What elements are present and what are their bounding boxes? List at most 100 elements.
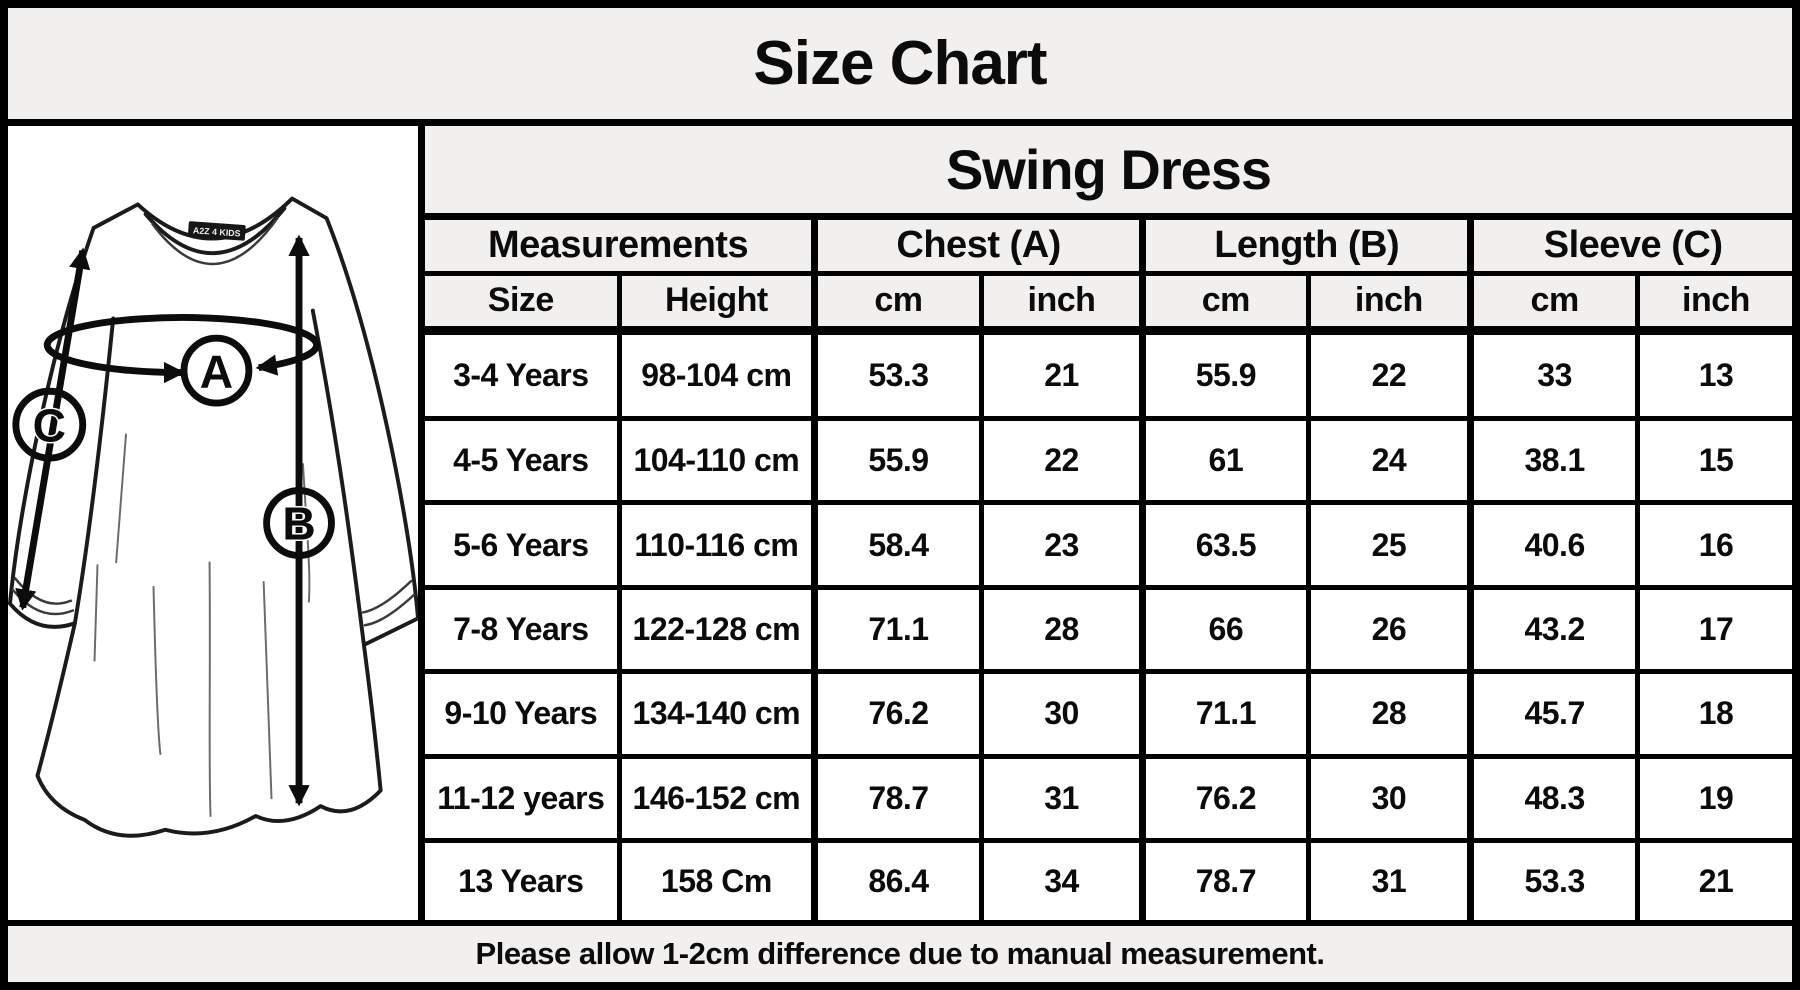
value-cell: 58.4 <box>811 500 984 590</box>
value-cell: 104-110 cm <box>616 415 818 506</box>
right-sleeve-inner-seam <box>310 308 366 647</box>
value-cell: 34 <box>978 838 1146 920</box>
size-cell: 3-4 Years <box>425 327 622 421</box>
col-header-chest-cm: cm <box>811 270 984 335</box>
table-row: 11-12 years 146-152 cm 78.7 31 76.2 30 48.3 19 <box>425 753 1792 844</box>
size-cell: 5-6 Years <box>425 500 622 590</box>
table-row: 9-10 Years 134-140 cm 76.2 30 71.1 28 45.7 18 <box>425 669 1792 759</box>
size-table-body: 3-4 Years 98-104 cm 53.3 21 55.9 22 33 13 4-5 Ye… <box>425 327 1792 920</box>
value-cell: 71.1 <box>811 584 984 675</box>
col-header-length-inch: inch <box>1305 270 1474 335</box>
product-name: Swing Dress <box>425 126 1792 220</box>
value-cell: 18 <box>1634 669 1792 759</box>
value-cell: 17 <box>1634 584 1792 675</box>
right-cuff-lines <box>361 579 416 627</box>
value-cell: 55.9 <box>811 415 984 506</box>
value-cell: 23 <box>978 500 1146 590</box>
value-cell: 30 <box>1305 753 1474 844</box>
value-cell: 134-140 cm <box>616 669 818 759</box>
value-cell: 63.5 <box>1139 500 1311 590</box>
value-cell: 48.3 <box>1467 753 1640 844</box>
length-label: B <box>282 498 315 550</box>
size-table-container: Swing Dress Measurements Chest (A) Lengt… <box>425 126 1792 920</box>
value-cell: 98-104 cm <box>616 327 818 421</box>
size-cell: 4-5 Years <box>425 415 622 506</box>
value-cell: 45.7 <box>1467 669 1640 759</box>
table-row: 5-6 Years 110-116 cm 58.4 23 63.5 25 40.6 16 <box>425 500 1792 590</box>
value-cell: 43.2 <box>1467 584 1640 675</box>
page-title: Size Chart <box>753 29 1047 98</box>
value-cell: 146-152 cm <box>616 753 818 844</box>
table-row: 7-8 Years 122-128 cm 71.1 28 66 26 43.2 17 <box>425 584 1792 675</box>
value-cell: 28 <box>1305 669 1474 759</box>
value-cell: 40.6 <box>1467 500 1640 590</box>
value-cell: 38.1 <box>1467 415 1640 506</box>
value-cell: 19 <box>1634 753 1792 844</box>
size-cell: 13 Years <box>425 838 622 920</box>
value-cell: 28 <box>978 584 1146 675</box>
value-cell: 55.9 <box>1139 327 1311 421</box>
footer-bar: Please allow 1-2cm difference due to man… <box>8 920 1792 982</box>
col-header-sleeve-inch: inch <box>1634 270 1792 335</box>
column-header-row: Size Height cm inch cm inch cm inch <box>425 270 1792 335</box>
value-cell: 61 <box>1139 415 1311 506</box>
value-cell: 86.4 <box>811 838 984 920</box>
neck-tag-shape <box>187 221 246 241</box>
measurement-note: Please allow 1-2cm difference due to man… <box>475 936 1325 971</box>
col-header-sleeve-cm: cm <box>1467 270 1640 335</box>
value-cell: 53.3 <box>811 327 984 421</box>
group-header-sleeve: Sleeve (C) <box>1467 213 1792 276</box>
value-cell: 76.2 <box>1139 753 1311 844</box>
value-cell: 66 <box>1139 584 1311 675</box>
dress-silhouette <box>8 196 418 838</box>
value-cell: 16 <box>1634 500 1792 590</box>
dress-measurement-diagram: A2Z 4 KIDS A B C <box>8 196 418 838</box>
value-cell: 24 <box>1305 415 1474 506</box>
column-group-row: Measurements Chest (A) Length (B) Sleeve… <box>425 213 1792 276</box>
value-cell: 122-128 cm <box>616 584 818 675</box>
skirt-fold-lines <box>93 433 311 817</box>
value-cell: 13 <box>1634 327 1792 421</box>
table-row: 4-5 Years 104-110 cm 55.9 22 61 24 38.1 15 <box>425 415 1792 506</box>
col-header-chest-inch: inch <box>978 270 1146 335</box>
value-cell: 21 <box>978 327 1146 421</box>
brand-tag-text: A2Z 4 KIDS <box>193 225 241 238</box>
collar-inner-line <box>143 206 287 256</box>
main-area: A2Z 4 KIDS A B C <box>8 126 1792 920</box>
value-cell: 31 <box>1305 838 1474 920</box>
size-cell: 7-8 Years <box>425 584 622 675</box>
size-cell: 11-12 years <box>425 753 622 844</box>
group-header-chest: Chest (A) <box>811 213 1146 276</box>
table-row: 3-4 Years 98-104 cm 53.3 21 55.9 22 33 13 <box>425 327 1792 421</box>
title-bar: Size Chart <box>8 8 1792 126</box>
table-row: 13 Years 158 Cm 86.4 34 78.7 31 53.3 21 <box>425 838 1792 920</box>
group-header-length: Length (B) <box>1139 213 1474 276</box>
sleeve-label: C <box>33 399 66 451</box>
col-header-size: Size <box>425 270 622 335</box>
value-cell: 22 <box>978 415 1146 506</box>
value-cell: 33 <box>1467 327 1640 421</box>
value-cell: 78.7 <box>1139 838 1311 920</box>
value-cell: 25 <box>1305 500 1474 590</box>
sleeve-arrow <box>15 247 91 611</box>
sleeve-label-circle <box>12 387 87 462</box>
value-cell: 30 <box>978 669 1146 759</box>
collar-band-line <box>151 216 279 266</box>
dress-diagram-panel: A2Z 4 KIDS A B C <box>8 126 425 920</box>
value-cell: 78.7 <box>811 753 984 844</box>
value-cell: 31 <box>978 753 1146 844</box>
value-cell: 71.1 <box>1139 669 1311 759</box>
length-label-circle <box>263 487 335 559</box>
value-cell: 53.3 <box>1467 838 1640 920</box>
product-header-row: Swing Dress <box>425 126 1792 220</box>
value-cell: 26 <box>1305 584 1474 675</box>
value-cell: 76.2 <box>811 669 984 759</box>
value-cell: 110-116 cm <box>616 500 818 590</box>
col-header-length-cm: cm <box>1139 270 1311 335</box>
neck-tag: A2Z 4 KIDS <box>187 221 246 241</box>
size-cell: 9-10 Years <box>425 669 622 759</box>
chest-label: A <box>200 345 233 397</box>
col-header-height: Height <box>616 270 818 335</box>
size-table: Swing Dress Measurements Chest (A) Lengt… <box>425 126 1792 920</box>
